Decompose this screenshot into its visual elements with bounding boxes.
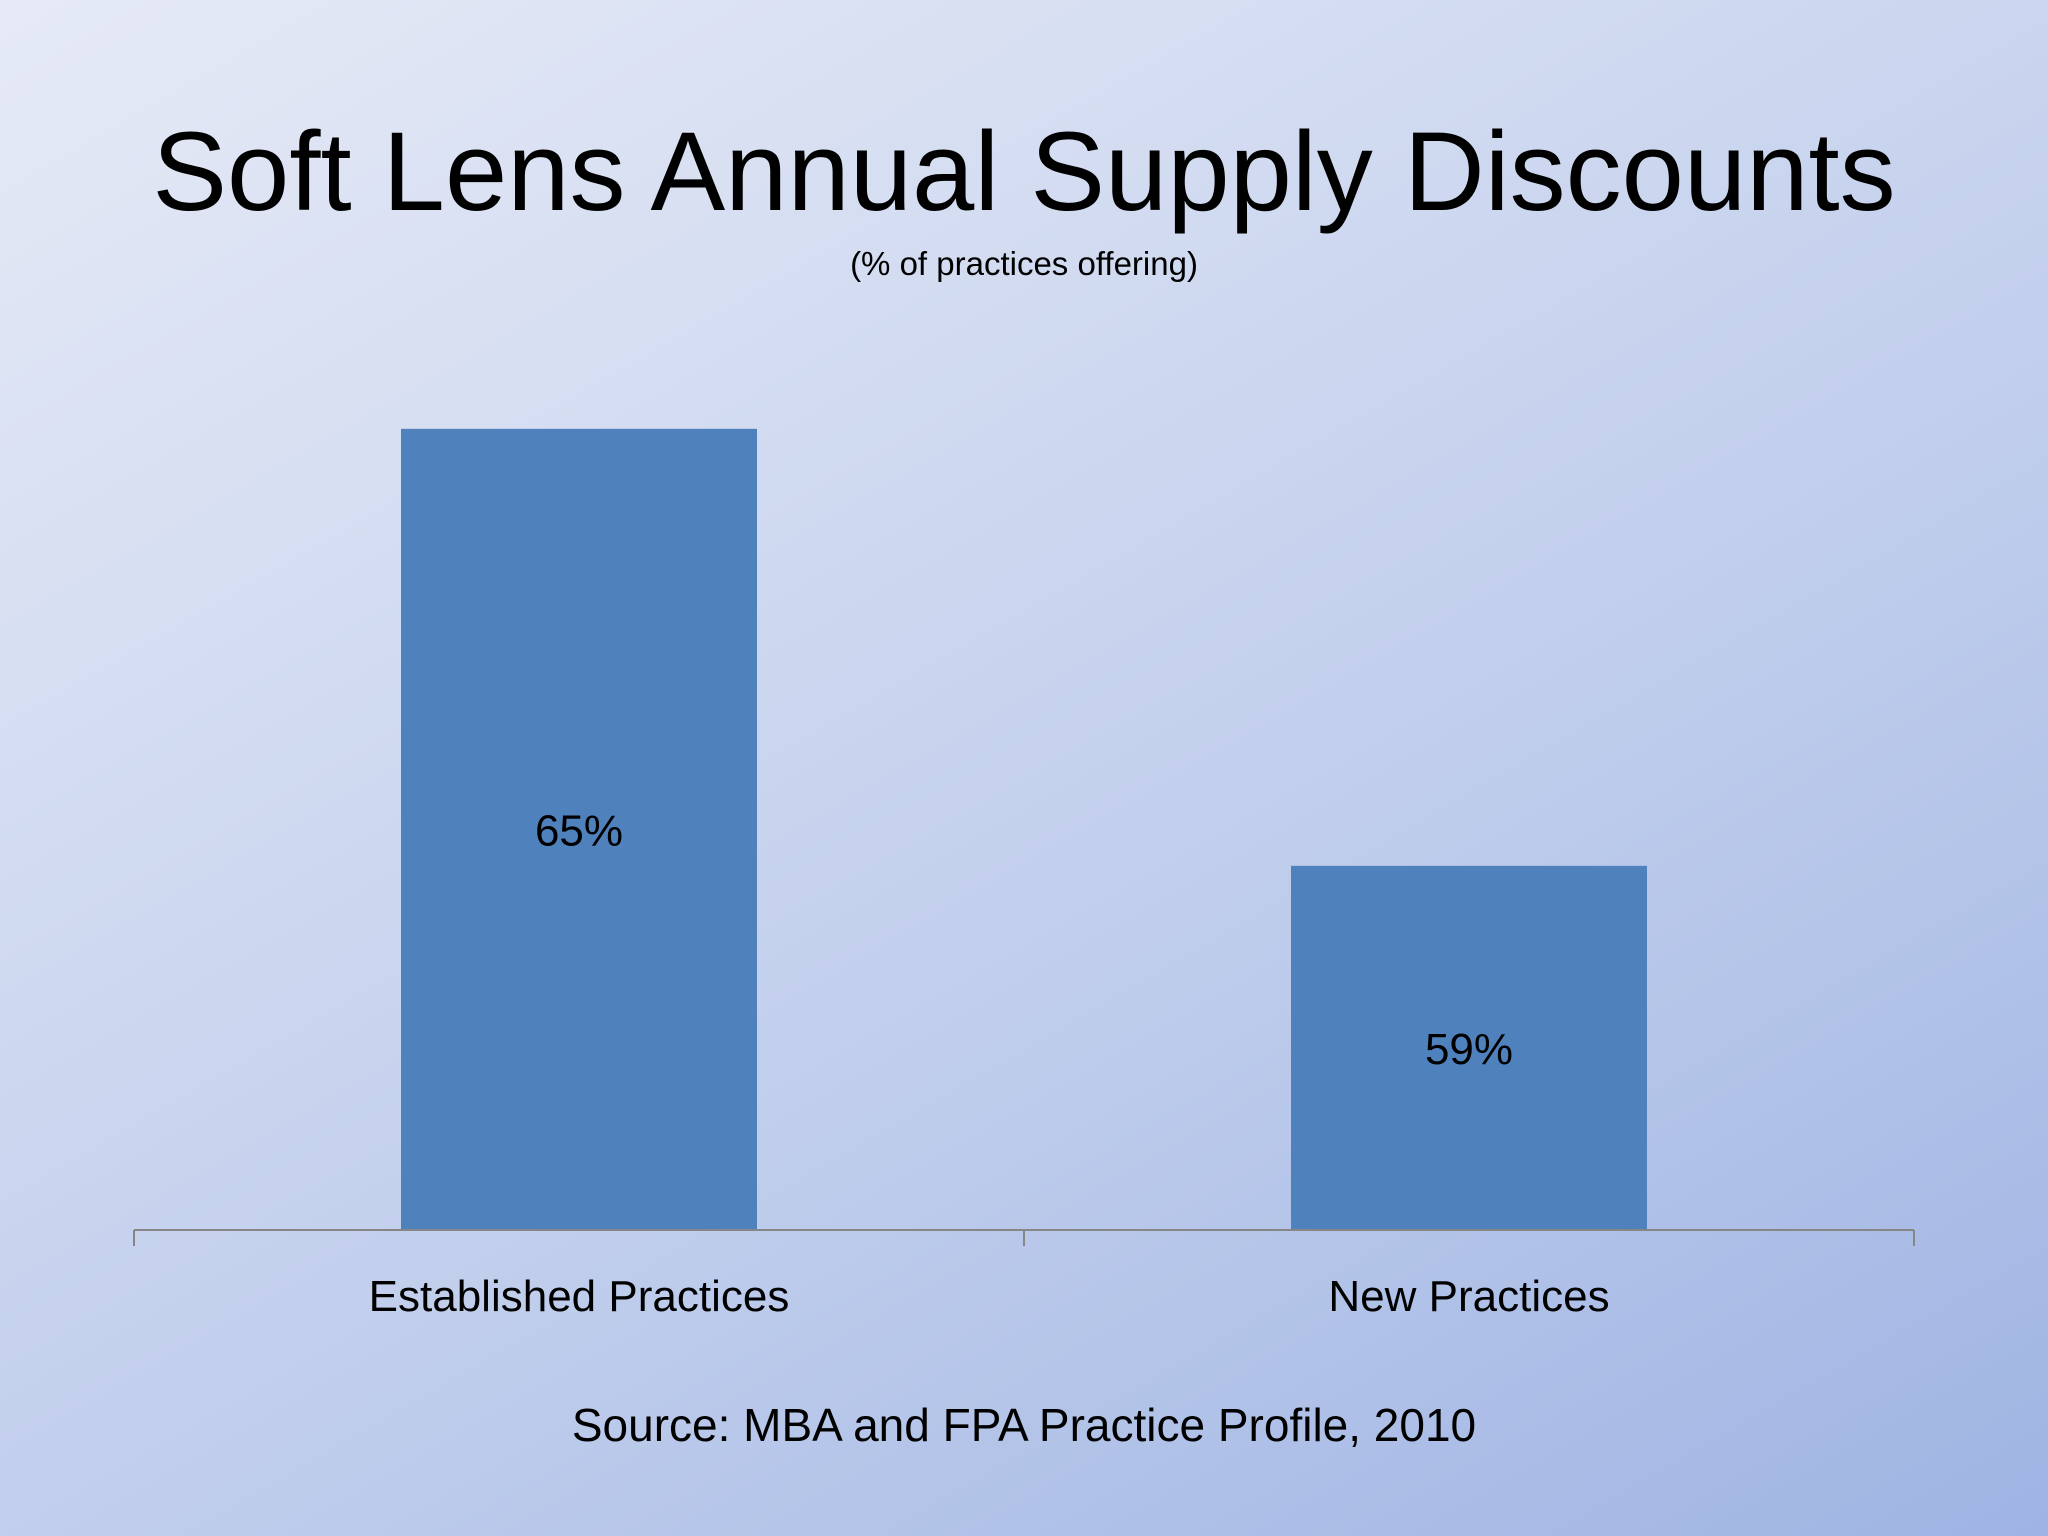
category-label-1: Established Practices — [369, 1272, 790, 1321]
bar-1 — [401, 428, 757, 1230]
chart-subtitle: (% of practices offering) — [850, 245, 1198, 282]
category-label-2: New Practices — [1328, 1272, 1609, 1321]
data-label-1: 65% — [535, 806, 623, 855]
data-label-2: 59% — [1425, 1025, 1513, 1074]
chart-title: Soft Lens Annual Supply Discounts — [152, 109, 1896, 234]
bar-2 — [1291, 865, 1647, 1230]
source-note: Source: MBA and FPA Practice Profile, 20… — [571, 1399, 1477, 1451]
